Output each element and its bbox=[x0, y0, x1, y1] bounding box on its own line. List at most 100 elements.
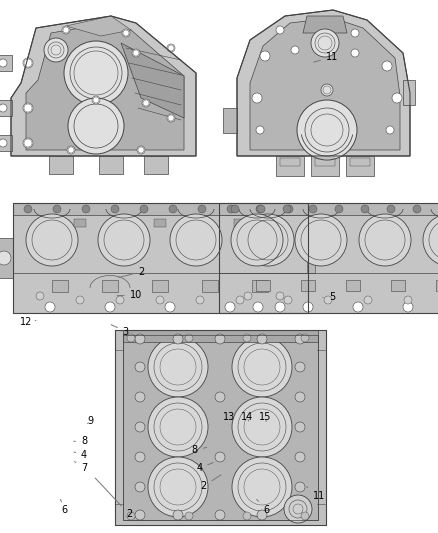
Circle shape bbox=[215, 334, 225, 344]
Bar bbox=[123, 330, 318, 342]
Circle shape bbox=[276, 26, 284, 34]
Circle shape bbox=[142, 99, 150, 107]
Circle shape bbox=[295, 392, 305, 402]
Text: 8: 8 bbox=[74, 437, 87, 446]
Circle shape bbox=[283, 205, 291, 213]
Circle shape bbox=[36, 292, 44, 300]
Text: 7: 7 bbox=[74, 462, 87, 473]
Bar bbox=[0, 238, 13, 278]
Circle shape bbox=[173, 334, 183, 344]
Circle shape bbox=[256, 126, 264, 134]
Text: 4: 4 bbox=[196, 463, 213, 473]
Circle shape bbox=[26, 214, 78, 266]
Text: 8: 8 bbox=[192, 446, 207, 455]
Bar bbox=[223, 108, 237, 133]
Bar bbox=[102, 280, 118, 292]
Bar bbox=[152, 280, 168, 292]
Circle shape bbox=[256, 205, 264, 213]
Circle shape bbox=[295, 362, 305, 372]
Bar bbox=[219, 203, 438, 313]
Bar bbox=[350, 158, 370, 166]
Circle shape bbox=[403, 302, 413, 312]
Circle shape bbox=[275, 302, 285, 312]
Circle shape bbox=[297, 100, 357, 160]
Circle shape bbox=[309, 205, 317, 213]
Circle shape bbox=[243, 334, 251, 342]
Bar bbox=[315, 158, 335, 166]
Circle shape bbox=[116, 296, 124, 304]
Text: 5: 5 bbox=[323, 293, 335, 302]
Bar bbox=[256, 280, 270, 291]
Text: 13: 13 bbox=[223, 413, 235, 422]
Bar bbox=[403, 80, 415, 105]
Circle shape bbox=[423, 214, 438, 266]
Circle shape bbox=[185, 334, 193, 342]
Circle shape bbox=[135, 510, 145, 520]
Circle shape bbox=[295, 510, 305, 520]
Bar bbox=[154, 219, 166, 227]
Circle shape bbox=[148, 397, 208, 457]
Circle shape bbox=[295, 422, 305, 432]
Bar bbox=[0, 100, 12, 116]
Bar bbox=[276, 156, 304, 176]
Bar bbox=[280, 158, 300, 166]
Circle shape bbox=[140, 205, 148, 213]
Text: 11: 11 bbox=[314, 52, 338, 62]
Text: 11: 11 bbox=[307, 487, 325, 500]
Text: 2: 2 bbox=[119, 267, 144, 278]
Text: 9: 9 bbox=[88, 416, 94, 426]
Bar bbox=[99, 156, 123, 174]
Circle shape bbox=[295, 452, 305, 462]
Circle shape bbox=[92, 96, 100, 104]
Bar bbox=[391, 280, 405, 291]
Bar bbox=[219, 203, 438, 313]
Text: 4: 4 bbox=[74, 450, 87, 459]
Text: 2: 2 bbox=[201, 475, 221, 491]
Circle shape bbox=[198, 205, 206, 213]
Circle shape bbox=[98, 214, 150, 266]
Bar bbox=[52, 280, 68, 292]
Circle shape bbox=[167, 44, 175, 52]
Circle shape bbox=[335, 205, 343, 213]
Circle shape bbox=[68, 98, 124, 154]
Circle shape bbox=[260, 51, 270, 61]
Circle shape bbox=[44, 38, 68, 62]
Circle shape bbox=[215, 392, 225, 402]
Circle shape bbox=[321, 84, 333, 96]
Circle shape bbox=[225, 302, 235, 312]
Circle shape bbox=[53, 205, 61, 213]
Bar bbox=[346, 156, 374, 176]
Bar bbox=[234, 219, 246, 227]
Bar bbox=[301, 280, 315, 291]
Text: 12: 12 bbox=[20, 318, 36, 327]
Bar bbox=[346, 280, 360, 291]
Bar bbox=[115, 330, 326, 525]
Circle shape bbox=[23, 58, 33, 68]
Circle shape bbox=[276, 292, 284, 300]
Circle shape bbox=[0, 59, 7, 67]
Circle shape bbox=[232, 457, 292, 517]
Circle shape bbox=[0, 139, 7, 147]
Circle shape bbox=[244, 292, 252, 300]
Circle shape bbox=[295, 482, 305, 492]
Circle shape bbox=[301, 334, 309, 342]
Polygon shape bbox=[11, 16, 196, 156]
Circle shape bbox=[232, 397, 292, 457]
Text: 14: 14 bbox=[240, 413, 253, 422]
Circle shape bbox=[135, 362, 145, 372]
Circle shape bbox=[127, 512, 135, 520]
Circle shape bbox=[135, 334, 145, 344]
Circle shape bbox=[215, 452, 225, 462]
Circle shape bbox=[382, 61, 392, 71]
Circle shape bbox=[148, 457, 208, 517]
Circle shape bbox=[359, 214, 411, 266]
Circle shape bbox=[227, 205, 235, 213]
Circle shape bbox=[295, 334, 305, 344]
Circle shape bbox=[173, 510, 183, 520]
Bar bbox=[144, 156, 168, 174]
Bar bbox=[0, 135, 12, 151]
Circle shape bbox=[23, 138, 33, 148]
Circle shape bbox=[127, 334, 135, 342]
Circle shape bbox=[252, 93, 262, 103]
Circle shape bbox=[413, 205, 421, 213]
